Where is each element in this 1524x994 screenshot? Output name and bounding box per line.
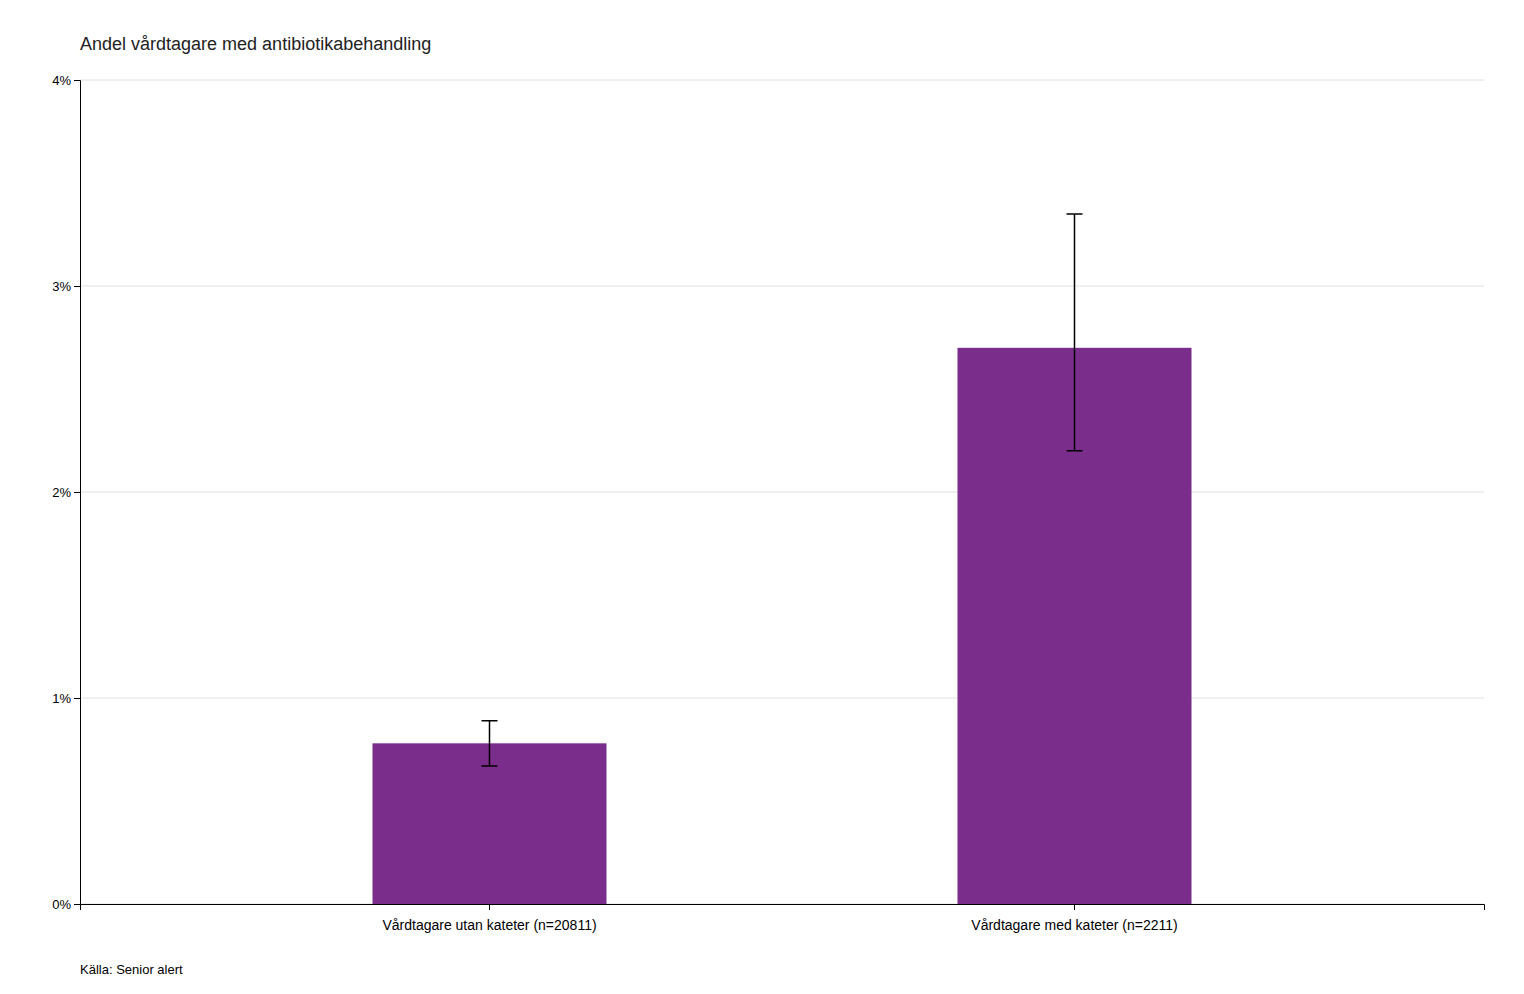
grid-line <box>80 492 1484 493</box>
error-bar <box>482 721 498 766</box>
x-tick: Vårdtagare med kateter (n=2211) <box>971 904 1177 933</box>
x-tick-mark <box>489 904 490 910</box>
title: Andel vårdtagare med antibiotikabehandli… <box>80 34 431 54</box>
x-tick-label: Vårdtagare utan kateter (n=20811) <box>382 917 596 933</box>
y-tick-mark <box>74 286 80 287</box>
y-tick: 1% <box>52 691 80 706</box>
y-tick: 3% <box>52 279 80 294</box>
x-tick-mark <box>1074 904 1075 910</box>
y-tick: 2% <box>52 485 80 500</box>
y-tick-mark <box>74 492 80 493</box>
grid-line <box>80 80 1484 81</box>
grid-line <box>80 698 1484 699</box>
error-bar <box>1067 214 1083 451</box>
x-axis: Vårdtagare utan kateter (n=20811) Vårdtag… <box>81 904 1485 933</box>
chart: 0% 1% 2% 3% 4% Vårdtagare utan kateter (n=208… <box>0 0 1524 994</box>
y-tick-label: 3% <box>52 279 71 294</box>
marks <box>373 214 1192 904</box>
y-tick: 4% <box>52 73 80 88</box>
plot: 0% 1% 2% 3% 4% Vårdtagare utan kateter (n=208… <box>52 73 1484 933</box>
y-axis-line <box>74 81 81 905</box>
bar <box>373 743 607 904</box>
y-tick-label: 4% <box>52 73 71 88</box>
y-tick-mark <box>74 904 80 905</box>
grid <box>80 80 1484 904</box>
y-tick-label: 1% <box>52 691 71 706</box>
x-tick-label: Vårdtagare med kateter (n=2211) <box>971 917 1177 933</box>
grid-line <box>80 286 1484 287</box>
x-tick: Vårdtagare utan kateter (n=20811) <box>382 904 596 933</box>
y-tick-mark <box>74 698 80 699</box>
y-tick-label: 0% <box>52 897 71 912</box>
y-axis: 0% 1% 2% 3% 4% <box>52 73 80 912</box>
y-tick: 0% <box>52 897 80 912</box>
y-tick-label: 2% <box>52 485 71 500</box>
source: Källa: Senior alert <box>80 962 183 977</box>
x-axis-line <box>81 905 1485 911</box>
y-tick-mark <box>74 80 80 81</box>
